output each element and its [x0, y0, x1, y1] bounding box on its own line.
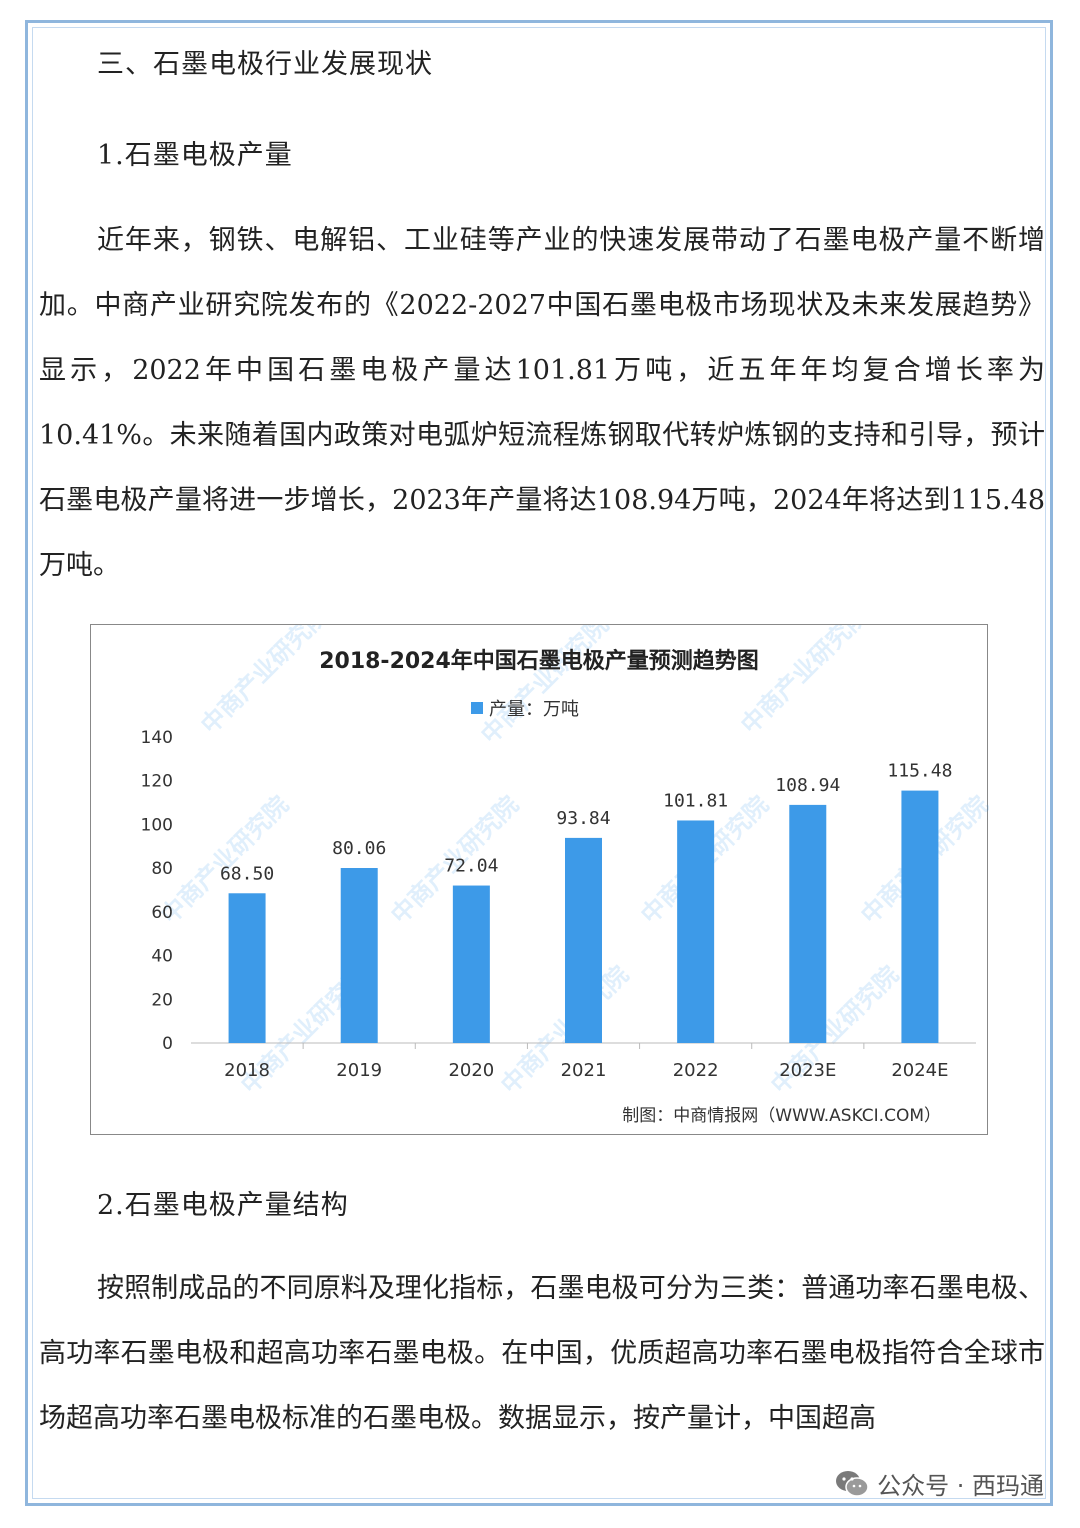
chart-legend: 产量：万吨: [471, 695, 579, 721]
subheading-production: 1.石墨电极产量: [97, 140, 293, 171]
bar-2021: [565, 837, 602, 1043]
bar-chart: 中商产业研究院 中商产业研究院 中商产业研究院 中商产业研究院 中商产业研究院 中商产业研…: [90, 624, 989, 1135]
bar-2024E: [901, 790, 939, 1043]
bar-2018: [228, 893, 266, 1043]
y-tick-label: 140: [141, 728, 173, 748]
paragraph-production: 近年来，钢铁、电解铝、工业硅等产业的快速发展带动了石墨电极产量不断增加。中商产业…: [39, 225, 1045, 581]
y-tick-label: 20: [151, 990, 173, 1010]
bar-value-label: 72.04: [444, 856, 498, 877]
x-tick-label: 2022: [673, 1060, 719, 1081]
subheading-structure: 2.石墨电极产量结构: [97, 1190, 349, 1221]
section-heading: 三、石墨电极行业发展现状: [97, 49, 433, 80]
bar-2019: [340, 868, 378, 1043]
footer-text: 公众号 · 西玛通: [877, 1472, 1044, 1500]
y-tick-label: 40: [151, 947, 173, 967]
bar-value-label: 115.48: [887, 761, 952, 782]
paragraph-structure: 按照制成品的不同原料及理化指标，石墨电极可分为三类：普通功率石墨电极、高功率石墨…: [39, 1273, 1045, 1434]
bar-2022: [677, 820, 715, 1043]
y-tick-label: 0: [162, 1034, 173, 1054]
bar-value-label: 101.81: [663, 790, 728, 811]
watermark-text: 中商产业研究院: [155, 791, 294, 930]
bar-2023E: [789, 804, 827, 1043]
bar-value-label: 68.50: [220, 863, 274, 884]
footer-attribution: 公众号 · 西玛通: [835, 1466, 1044, 1501]
legend-label: 产量：万吨: [489, 699, 579, 720]
legend-swatch: [471, 702, 483, 714]
bar-value-label: 108.94: [775, 775, 840, 796]
chart-credit: 制图：中商情报网（WWW.ASKCI.COM）: [622, 1106, 941, 1126]
x-tick-label: 2020: [448, 1060, 494, 1081]
x-tick-label: 2024E: [891, 1060, 948, 1081]
y-tick-label: 120: [141, 772, 173, 792]
y-tick-label: 80: [151, 859, 173, 879]
x-tick-label: 2018: [224, 1060, 270, 1081]
bar-value-label: 80.06: [332, 838, 386, 859]
y-tick-label: 100: [141, 815, 173, 835]
y-tick-label: 60: [151, 903, 173, 923]
wechat-icon: [836, 1470, 869, 1497]
bar-value-label: 93.84: [556, 808, 610, 829]
x-tick-label: 2021: [561, 1060, 607, 1081]
chart-title: 2018-2024年中国石墨电极产量预测趋势图: [319, 649, 759, 674]
page-frame: [25, 20, 1053, 1506]
bar-2020: [452, 885, 490, 1043]
x-tick-label: 2023E: [779, 1060, 836, 1081]
x-tick-label: 2019: [336, 1060, 382, 1081]
